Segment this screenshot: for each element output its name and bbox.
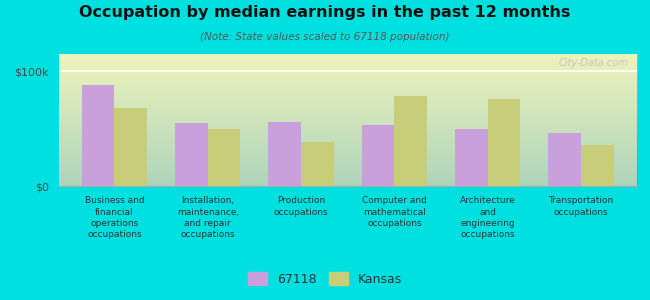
Bar xyxy=(488,99,521,186)
Legend: 67118, Kansas: 67118, Kansas xyxy=(243,267,407,291)
Bar xyxy=(301,142,333,186)
Bar xyxy=(175,123,208,186)
Bar xyxy=(208,129,240,186)
Text: Occupation by median earnings in the past 12 months: Occupation by median earnings in the pas… xyxy=(79,4,571,20)
Text: (Note: State values scaled to 67118 population): (Note: State values scaled to 67118 popu… xyxy=(200,32,450,41)
Bar xyxy=(581,145,614,186)
Bar xyxy=(549,133,581,186)
Bar xyxy=(82,85,114,186)
Bar xyxy=(455,129,488,186)
Bar xyxy=(362,125,395,186)
Bar xyxy=(114,108,147,186)
Bar xyxy=(268,122,301,186)
Bar xyxy=(395,97,427,186)
Text: City-Data.com: City-Data.com xyxy=(559,58,629,68)
